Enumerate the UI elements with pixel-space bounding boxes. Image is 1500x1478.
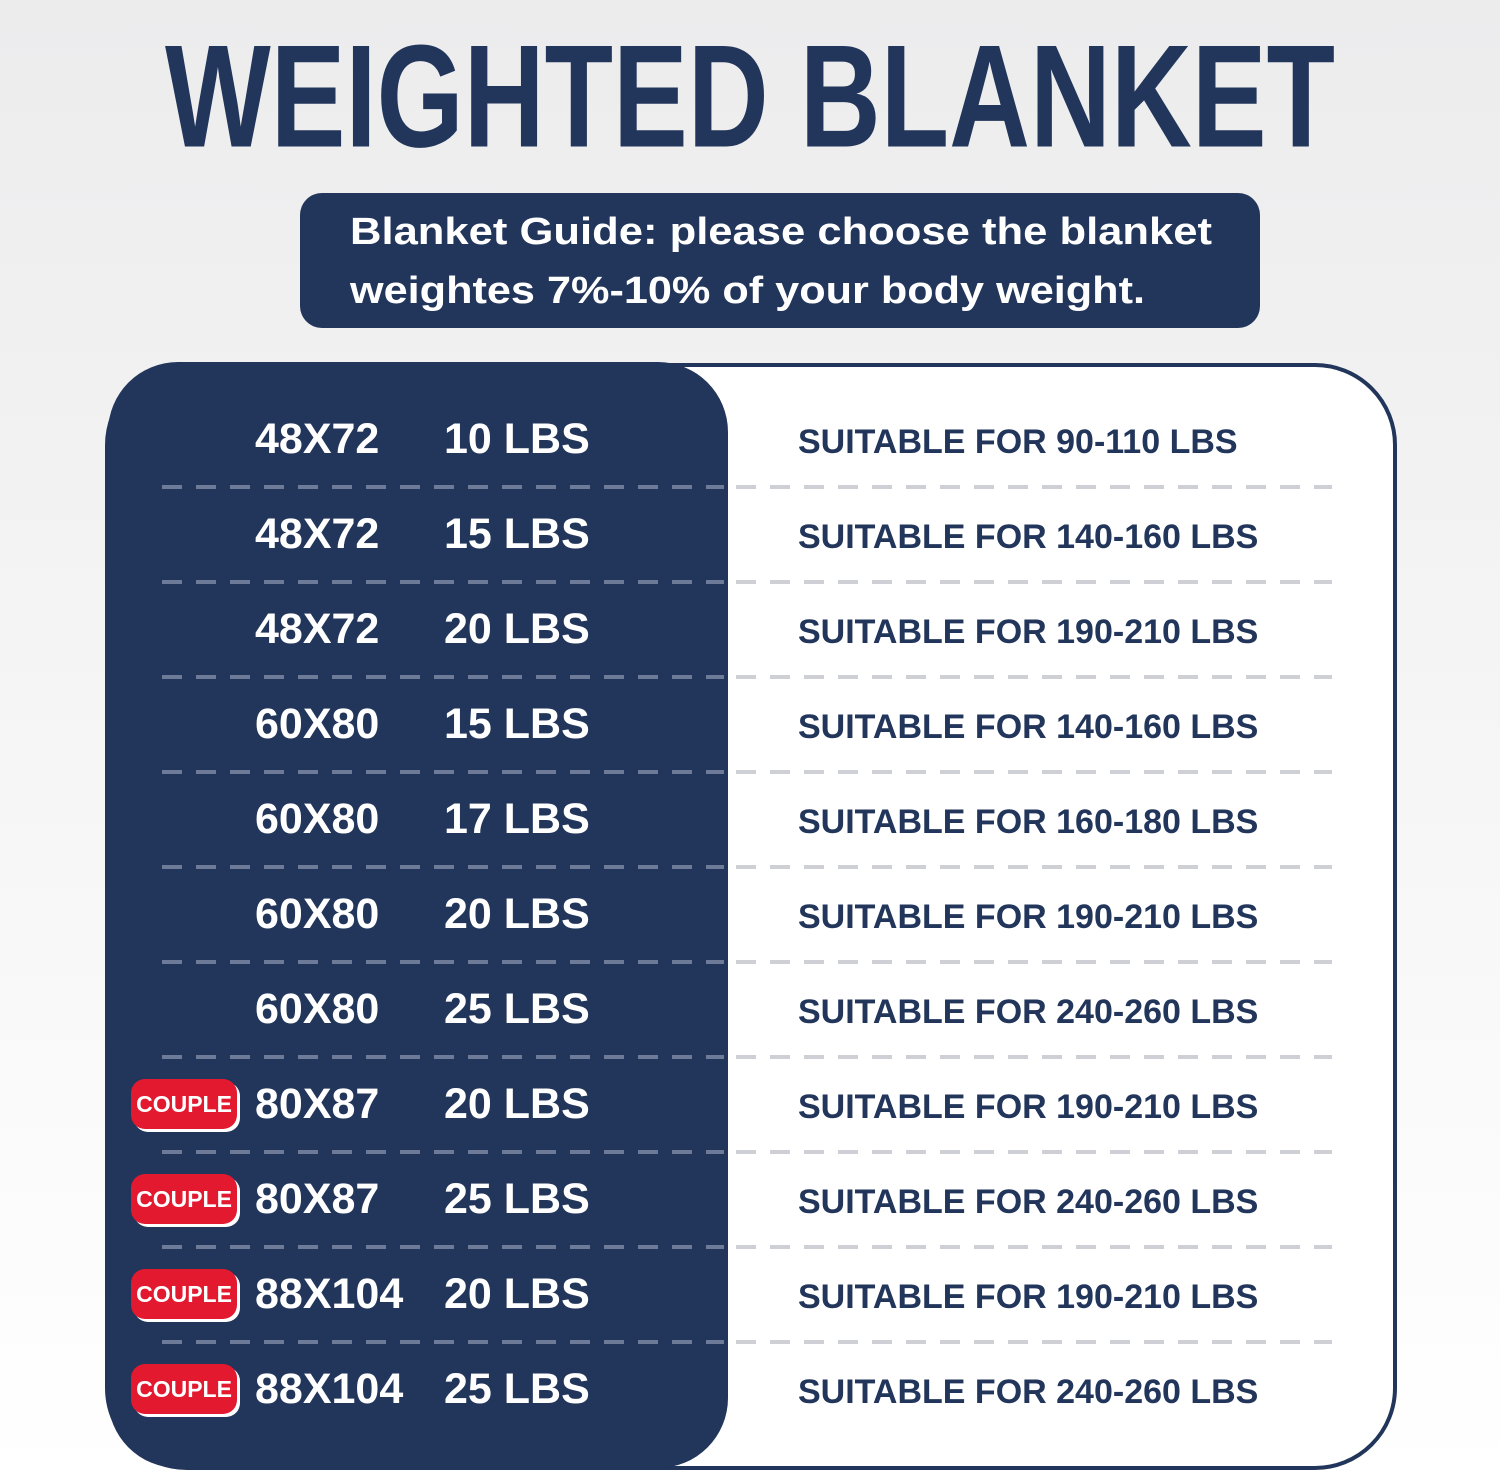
suitable: SUITABLE FOR 190-210 LBS	[798, 898, 1258, 936]
size: 88X104	[255, 1270, 403, 1318]
suitable: SUITABLE FOR 190-210 LBS	[798, 613, 1258, 651]
weight: 20 LBS	[444, 1270, 590, 1318]
weight: 20 LBS	[444, 890, 590, 938]
size: 60X80	[255, 700, 379, 748]
size: 88X104	[255, 1365, 403, 1413]
weight: 15 LBS	[444, 510, 590, 558]
weight: 17 LBS	[444, 795, 590, 843]
size: 60X80	[255, 890, 379, 938]
badge	[131, 1079, 237, 1129]
weight: 10 LBS	[444, 415, 590, 463]
suitable: SUITABLE FOR 190-210 LBS	[798, 1278, 1258, 1316]
badge-label: COUPLE	[136, 1281, 232, 1307]
weight: 20 LBS	[444, 1080, 590, 1128]
size: 60X80	[255, 795, 379, 843]
suitable: SUITABLE FOR 160-180 LBS	[798, 803, 1258, 841]
badge-label: COUPLE	[136, 1376, 232, 1402]
badge	[131, 1269, 237, 1319]
size: 48X72	[255, 415, 379, 463]
weight: 25 LBS	[444, 1365, 590, 1413]
size: 60X80	[255, 985, 379, 1033]
badge-label: COUPLE	[136, 1091, 232, 1117]
badge	[131, 1364, 237, 1414]
size: 48X72	[255, 510, 379, 558]
suitable: SUITABLE FOR 240-260 LBS	[798, 1373, 1258, 1411]
size: 48X72	[255, 605, 379, 653]
guide-box	[300, 193, 1260, 328]
badge-label: COUPLE	[136, 1186, 232, 1212]
badge	[131, 1174, 237, 1224]
suitable: SUITABLE FOR 140-160 LBS	[798, 708, 1258, 746]
weight: 15 LBS	[444, 700, 590, 748]
title: WEIGHTED BLANKET	[165, 15, 1335, 178]
suitable: SUITABLE FOR 140-160 LBS	[798, 518, 1258, 556]
weight: 25 LBS	[444, 1175, 590, 1223]
guide-text: weightes 7%-10% of your body weight.	[349, 270, 1145, 312]
size-panel	[108, 362, 728, 1468]
size: 80X87	[255, 1080, 379, 1128]
suitable: SUITABLE FOR 90-110 LBS	[798, 423, 1238, 461]
rows: 48X72 10 LBS SUITABLE FOR 90-110 LBS 48X72 1…	[131, 415, 1332, 1417]
guide-text: Blanket Guide: please choose the blanket	[350, 211, 1212, 253]
suitable: SUITABLE FOR 240-260 LBS	[798, 993, 1258, 1031]
suitable: SUITABLE FOR 190-210 LBS	[798, 1088, 1258, 1126]
size: 80X87	[255, 1175, 379, 1223]
suitable: SUITABLE FOR 240-260 LBS	[798, 1183, 1258, 1221]
weight: 20 LBS	[444, 605, 590, 653]
weight: 25 LBS	[444, 985, 590, 1033]
